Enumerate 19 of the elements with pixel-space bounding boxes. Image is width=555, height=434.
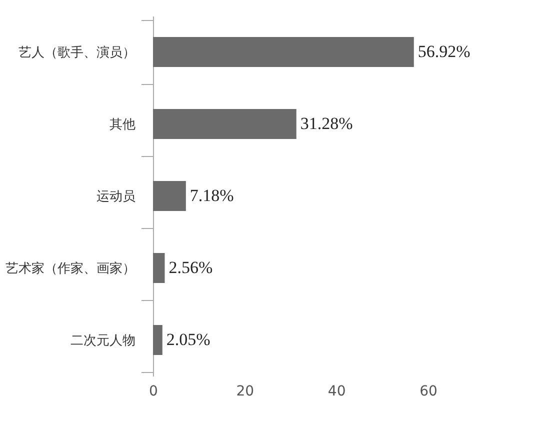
y-tick-label: 运动员 — [96, 190, 136, 204]
x-tick-label: 60 — [420, 384, 438, 400]
bar — [153, 253, 165, 283]
data-label: 56.92% — [418, 42, 470, 61]
data-label: 7.18% — [190, 186, 234, 205]
data-label: 2.56% — [168, 258, 213, 277]
bar — [153, 181, 186, 211]
x-tick-label: 20 — [236, 384, 254, 400]
y-tick-label: 艺人（歌手、演员） — [18, 46, 136, 60]
data-label: 31.28% — [300, 114, 353, 133]
bar — [153, 37, 414, 67]
x-tick-label: 0 — [149, 384, 158, 400]
data-label: 2.05% — [166, 330, 210, 349]
x-tick-label: 40 — [328, 384, 346, 400]
y-tick-label: 艺术家（作家、画家） — [6, 260, 136, 276]
y-tick-label: 其他 — [110, 118, 136, 132]
y-tick-label: 二次元人物 — [70, 334, 136, 348]
bar — [153, 109, 296, 139]
bar — [153, 325, 162, 355]
